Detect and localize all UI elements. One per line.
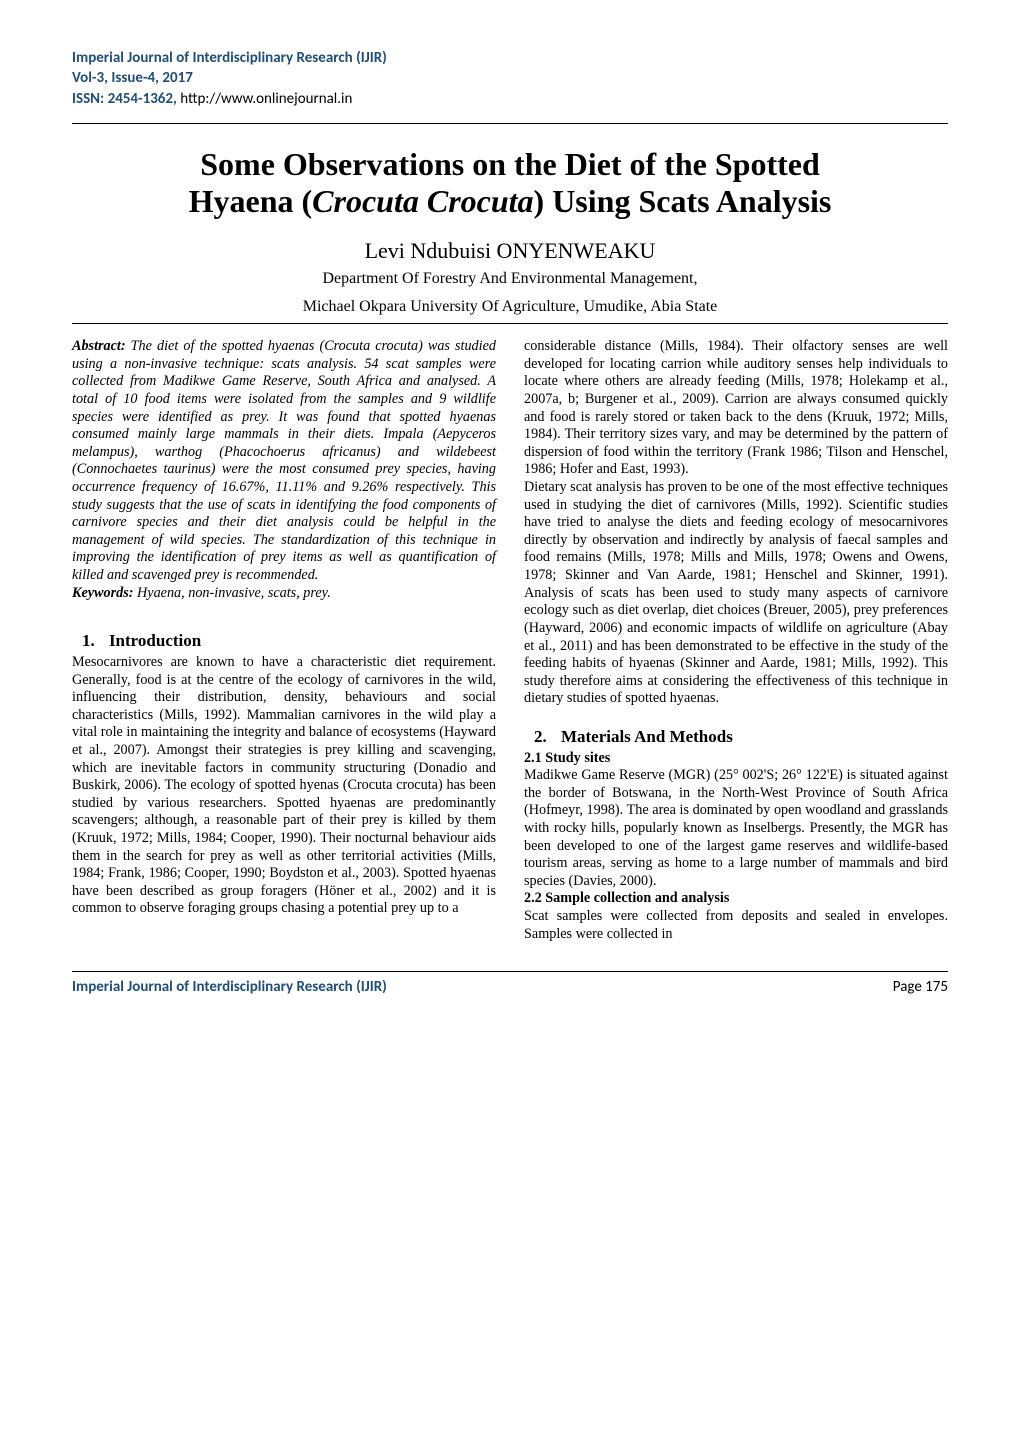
keywords-label: Keywords: [72, 585, 137, 601]
issn-label: ISSN: 2454-1362, [72, 90, 180, 108]
footer-journal: Imperial Journal of Interdisciplinary Re… [72, 978, 387, 996]
title-rule [72, 323, 948, 324]
section-1-heading: 1. Introduction [72, 630, 496, 652]
subsection-2-1-heading: 2.1 Study sites [524, 750, 948, 768]
intro-para-1b: considerable distance (Mills, 1984). The… [524, 338, 948, 479]
subsection-2-1-text: Madikwe Game Reserve (MGR) (25° 002'S; 2… [524, 767, 948, 890]
keywords-paragraph: Keywords: Hyaena, non-invasive, scats, p… [72, 585, 496, 603]
intro-para-2: Dietary scat analysis has proven to be o… [524, 479, 948, 708]
keywords-text: Hyaena, non-invasive, scats, prey. [137, 585, 331, 601]
issn-url: http://www.onlinejournal.in [180, 90, 352, 108]
journal-title: Imperial Journal of Interdisciplinary Re… [72, 48, 948, 68]
abstract-text: The diet of the spotted hyaenas (Crocuta… [72, 338, 496, 583]
section-2-number: 2. [534, 727, 547, 746]
title-italic: Crocuta Crocuta [312, 183, 533, 219]
author-name: Levi Ndubuisi ONYENWEAKU [72, 238, 948, 264]
title-line-2-post: ) Using Scats Analysis [534, 183, 832, 219]
journal-issue: Vol-3, Issue-4, 2017 [72, 68, 948, 88]
subsection-2-2-title: 2.2 Sample collection and analysis [524, 890, 729, 906]
journal-header: Imperial Journal of Interdisciplinary Re… [72, 48, 948, 109]
section-2-title: Materials And Methods [561, 727, 733, 746]
intro-para-1a: Mesocarnivores are known to have a chara… [72, 654, 496, 918]
header-rule [72, 123, 948, 124]
section-1-number: 1. [82, 631, 95, 650]
affiliation-line-2: Michael Okpara University Of Agriculture… [72, 296, 948, 318]
subsection-2-2-heading: 2.2 Sample collection and analysis [524, 890, 948, 908]
page-footer: Imperial Journal of Interdisciplinary Re… [72, 971, 948, 996]
subsection-2-1-title: 2.1 Study sites [524, 750, 610, 766]
issn-line: ISSN: 2454-1362, http://www.onlinejourna… [72, 89, 948, 109]
subsection-2-2-text: Scat samples were collected from deposit… [524, 908, 948, 943]
section-1-title: Introduction [109, 631, 201, 650]
title-line-1: Some Observations on the Diet of the Spo… [200, 146, 820, 182]
abstract-paragraph: Abstract: The diet of the spotted hyaena… [72, 338, 496, 585]
paper-title: Some Observations on the Diet of the Spo… [72, 146, 948, 220]
affiliation-line-1: Department Of Forestry And Environmental… [72, 268, 948, 290]
body-columns: Abstract: The diet of the spotted hyaena… [72, 338, 948, 943]
footer-page-number: Page 175 [893, 978, 948, 996]
abstract-label: Abstract: [72, 338, 131, 354]
title-line-2-pre: Hyaena ( [189, 183, 313, 219]
section-2-heading: 2. Materials And Methods [524, 726, 948, 748]
